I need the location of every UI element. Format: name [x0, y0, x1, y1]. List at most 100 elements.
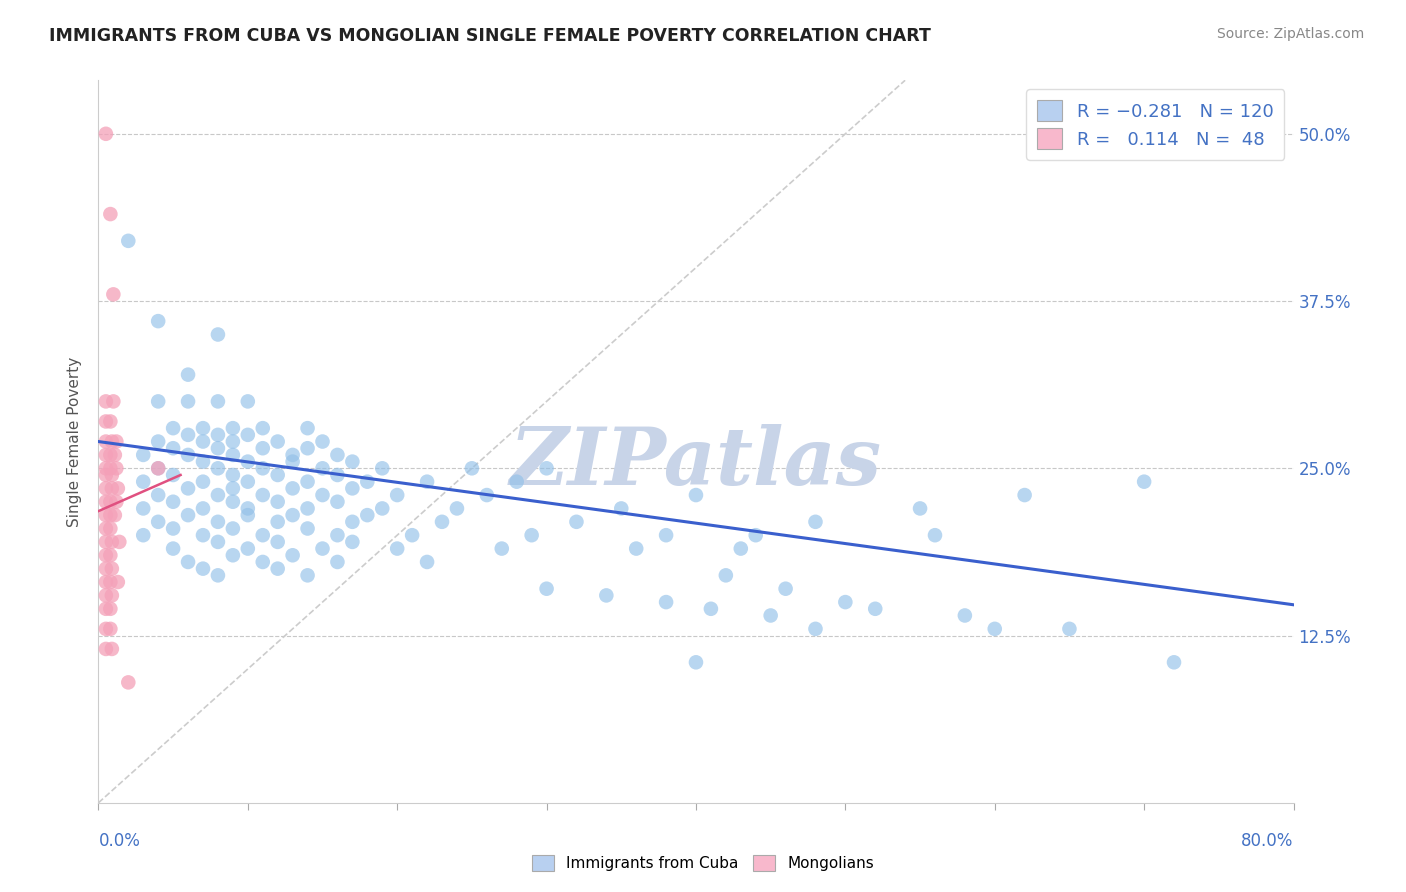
Point [222, 448, 245, 462]
Point [236, 541, 259, 556]
Point [132, 448, 155, 462]
Point [416, 555, 439, 569]
Point [222, 467, 245, 482]
Point [252, 555, 274, 569]
Point [98, 448, 122, 462]
Point [475, 488, 498, 502]
Point [371, 501, 394, 516]
Point [908, 501, 931, 516]
Point [104, 508, 127, 523]
Point [98, 622, 122, 636]
Point [953, 608, 976, 623]
Point [101, 642, 124, 657]
Point [267, 467, 290, 482]
Point [148, 515, 170, 529]
Point [94, 589, 117, 603]
Point [311, 434, 333, 449]
Point [281, 455, 304, 469]
Point [94, 508, 117, 523]
Point [94, 434, 117, 449]
Point [281, 548, 304, 563]
Point [94, 414, 117, 429]
Point [191, 421, 214, 435]
Point [207, 427, 229, 442]
Point [236, 455, 259, 469]
Point [326, 467, 349, 482]
Point [222, 421, 245, 435]
Point [98, 494, 122, 508]
Point [94, 127, 117, 141]
Point [326, 494, 349, 508]
Point [236, 475, 259, 489]
Point [98, 521, 122, 535]
Point [207, 394, 229, 409]
Point [775, 582, 797, 596]
Point [506, 475, 529, 489]
Point [148, 461, 170, 475]
Point [94, 534, 117, 549]
Point [1014, 488, 1036, 502]
Point [685, 488, 707, 502]
Point [311, 541, 333, 556]
Point [105, 461, 128, 475]
Point [177, 368, 200, 382]
Point [94, 394, 117, 409]
Point [356, 508, 378, 523]
Point [804, 622, 827, 636]
Point [222, 521, 245, 535]
Point [759, 608, 782, 623]
Point [162, 494, 184, 508]
Point [132, 475, 155, 489]
Point [177, 427, 200, 442]
Point [177, 555, 200, 569]
Point [236, 508, 259, 523]
Point [98, 414, 122, 429]
Point [430, 515, 453, 529]
Point [804, 515, 827, 529]
Legend: Immigrants from Cuba, Mongolians: Immigrants from Cuba, Mongolians [526, 849, 880, 877]
Point [148, 394, 170, 409]
Point [565, 515, 588, 529]
Point [108, 534, 131, 549]
Point [236, 501, 259, 516]
Point [177, 448, 200, 462]
Point [416, 475, 439, 489]
Point [267, 562, 290, 576]
Point [207, 327, 229, 342]
Point [191, 562, 214, 576]
Point [94, 642, 117, 657]
Point [1059, 622, 1081, 636]
Point [1133, 475, 1156, 489]
Point [685, 655, 707, 669]
Point [103, 394, 125, 409]
Point [148, 461, 170, 475]
Point [94, 602, 117, 616]
Point [297, 475, 319, 489]
Point [326, 448, 349, 462]
Point [101, 467, 124, 482]
Y-axis label: Single Female Poverty: Single Female Poverty [67, 357, 83, 526]
Point [222, 548, 245, 563]
Text: 0.0%: 0.0% [98, 831, 141, 850]
Point [101, 534, 124, 549]
Text: IMMIGRANTS FROM CUBA VS MONGOLIAN SINGLE FEMALE POVERTY CORRELATION CHART: IMMIGRANTS FROM CUBA VS MONGOLIAN SINGLE… [49, 27, 931, 45]
Legend: R = −0.281   N = 120, R =   0.114   N =  48: R = −0.281 N = 120, R = 0.114 N = 48 [1026, 89, 1285, 160]
Point [98, 508, 122, 523]
Point [267, 534, 290, 549]
Point [101, 589, 124, 603]
Point [101, 562, 124, 576]
Point [117, 675, 139, 690]
Point [252, 421, 274, 435]
Point [191, 501, 214, 516]
Point [745, 528, 768, 542]
Point [297, 421, 319, 435]
Point [342, 455, 364, 469]
Point [98, 575, 122, 590]
Point [191, 455, 214, 469]
Point [222, 434, 245, 449]
Point [297, 501, 319, 516]
Point [297, 521, 319, 535]
Point [281, 508, 304, 523]
Point [385, 488, 409, 502]
Point [267, 494, 290, 508]
